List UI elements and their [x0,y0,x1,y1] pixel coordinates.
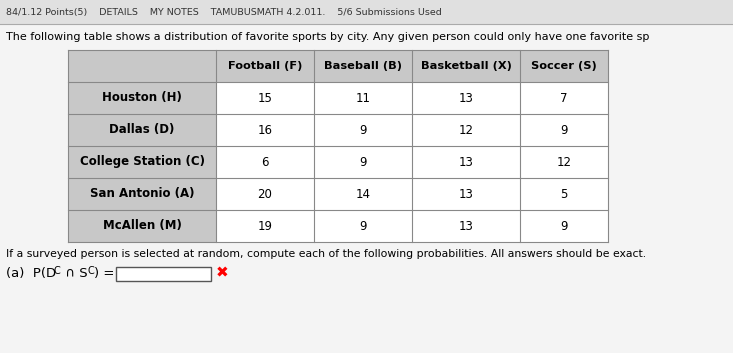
Text: 20: 20 [257,187,273,201]
Text: C: C [54,266,61,276]
Bar [412,82,520,114]
Text: 9: 9 [560,220,568,233]
Bar [314,114,412,146]
Text: 11: 11 [356,91,370,104]
Text: ✖: ✖ [216,265,229,281]
Text: 7: 7 [560,91,568,104]
Bar [314,82,412,114]
Bar [314,178,412,210]
Bar [216,114,314,146]
Bar [520,210,608,242]
Bar [68,210,216,242]
Bar [68,82,216,114]
Text: 6: 6 [261,156,269,168]
Bar [520,82,608,114]
Bar [68,50,608,82]
Bar [0,0,733,24]
Text: If a surveyed person is selected at random, compute each of the following probab: If a surveyed person is selected at rand… [6,249,646,259]
Text: 16: 16 [257,124,273,137]
Text: Football (F): Football (F) [228,61,302,71]
Bar [412,146,520,178]
Text: Dallas (D): Dallas (D) [109,124,174,137]
Bar [520,114,608,146]
Bar [216,82,314,114]
Bar [314,210,412,242]
Text: 9: 9 [359,124,366,137]
Text: 84/1.12 Points(5)    DETAILS    MY NOTES    TAMUBUSMATH 4.2.011.    5/6 Submissi: 84/1.12 Points(5) DETAILS MY NOTES TAMUB… [6,7,442,17]
Text: 13: 13 [459,156,474,168]
Text: 12: 12 [556,156,572,168]
Text: Basketball (X): Basketball (X) [421,61,512,71]
Bar [216,146,314,178]
Bar [116,267,211,281]
Bar [520,146,608,178]
Text: 15: 15 [257,91,273,104]
Text: 19: 19 [257,220,273,233]
Bar [216,178,314,210]
Text: C: C [87,266,94,276]
Text: 14: 14 [356,187,370,201]
Bar [412,114,520,146]
Bar [412,210,520,242]
Text: 13: 13 [459,220,474,233]
Bar [68,178,216,210]
Text: McAllen (M): McAllen (M) [103,220,182,233]
Text: 13: 13 [459,187,474,201]
Text: (a)  P(D: (a) P(D [6,267,56,280]
Text: Houston (H): Houston (H) [102,91,182,104]
Text: 5: 5 [560,187,567,201]
Text: ∩ S: ∩ S [61,267,88,280]
Text: College Station (C): College Station (C) [79,156,205,168]
Text: ) =: ) = [94,267,114,280]
Text: 9: 9 [560,124,568,137]
Text: 13: 13 [459,91,474,104]
Bar [520,178,608,210]
Bar [216,210,314,242]
Text: 12: 12 [459,124,474,137]
Text: The following table shows a distribution of favorite sports by city. Any given p: The following table shows a distribution… [6,32,649,42]
Text: Baseball (B): Baseball (B) [324,61,402,71]
Bar [68,146,216,178]
Text: 9: 9 [359,220,366,233]
Bar [68,114,216,146]
Text: San Antonio (A): San Antonio (A) [89,187,194,201]
Text: Soccer (S): Soccer (S) [531,61,597,71]
Bar [412,178,520,210]
Bar [314,146,412,178]
Text: 9: 9 [359,156,366,168]
